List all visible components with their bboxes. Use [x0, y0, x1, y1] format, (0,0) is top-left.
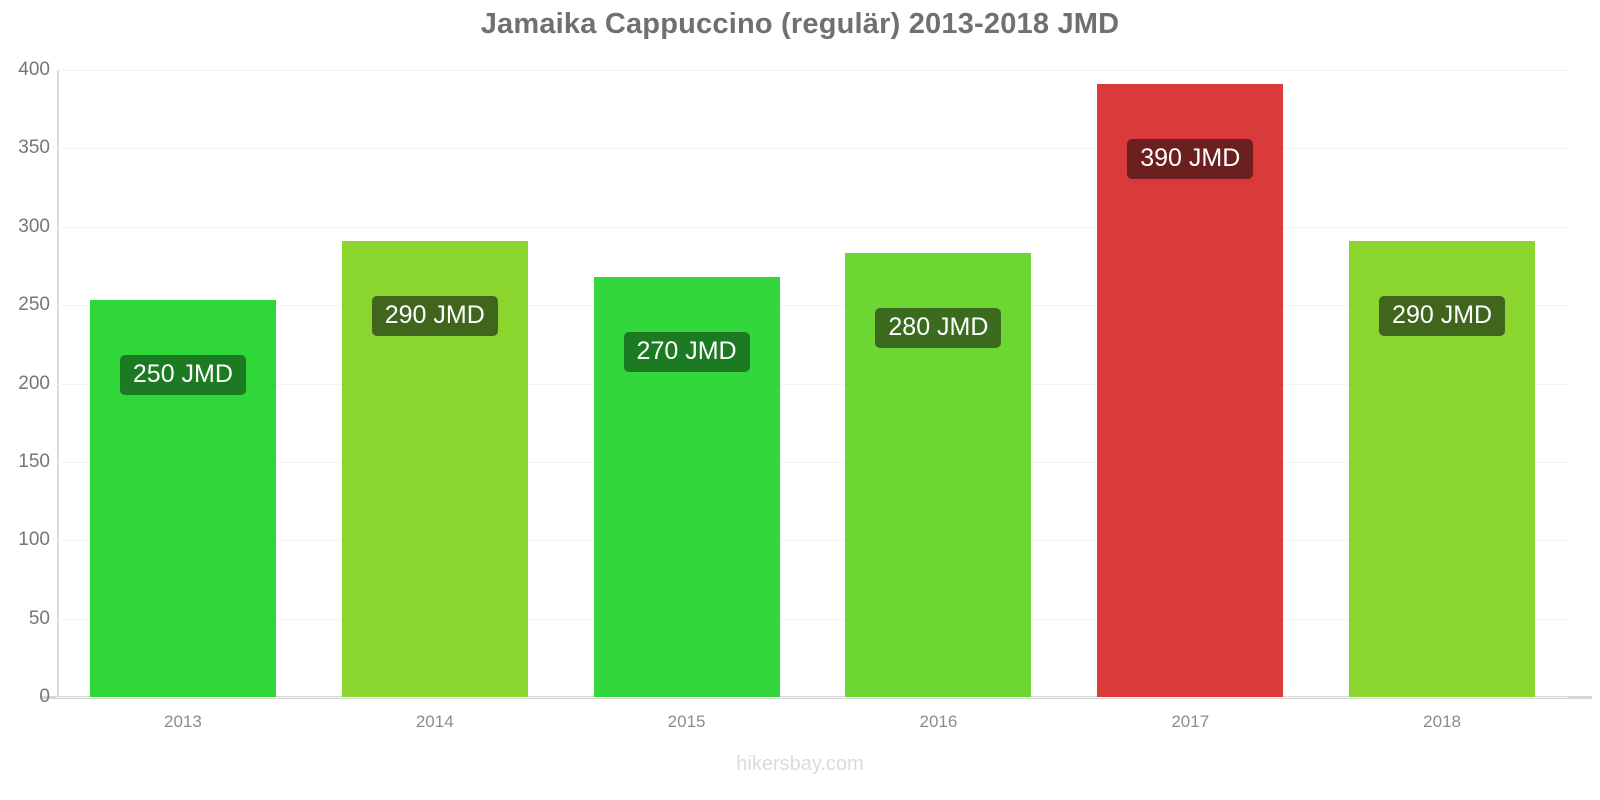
bar[interactable]: 250 JMD: [89, 300, 276, 697]
x-axis-tick-label: 2018: [1423, 712, 1461, 731]
bar[interactable]: 390 JMD: [1097, 84, 1284, 697]
y-axis-tick-label: 100: [18, 529, 50, 551]
bar-value-label: 390 JMD: [1127, 138, 1254, 180]
gridline: [57, 697, 1568, 698]
y-axis-tick-label: 150: [18, 450, 50, 472]
bar-value-label: 250 JMD: [119, 355, 246, 396]
y-axis-tick-label: 300: [18, 215, 50, 237]
bar-value-label: 290 JMD: [371, 295, 498, 336]
gridline: [57, 618, 1568, 620]
x-axis-tick-label: 2016: [919, 712, 958, 731]
x-axis-tick-label: 2014: [415, 712, 454, 731]
y-axis-tick-label: 400: [18, 59, 50, 80]
gridline: [57, 305, 1568, 307]
gridline: [57, 383, 1568, 385]
y-axis-tick-label: 250: [18, 294, 50, 316]
bar-value-label: 280 JMD: [875, 308, 1002, 349]
gridline: [57, 226, 1568, 228]
x-axis-tick-label: 2017: [1171, 712, 1210, 731]
gridline: [57, 70, 1568, 71]
bar[interactable]: 270 JMD: [593, 276, 780, 697]
gridline: [57, 461, 1568, 463]
bar[interactable]: 290 JMD: [1349, 240, 1536, 697]
bar[interactable]: 290 JMD: [341, 240, 528, 697]
plot-area: 250 JMD 290 JMD 270 JMD 280 JMD 390 JMD 290 J…: [57, 70, 1568, 698]
x-axis-tick-label: 2015: [667, 712, 706, 731]
y-axis-tick-label: 50: [28, 607, 50, 629]
bar-value-label: 290 JMD: [1379, 295, 1506, 336]
x-axis-tick-label: 2013: [163, 712, 202, 731]
footer-source: hikersbay.com: [736, 753, 864, 775]
gridline: [57, 540, 1568, 542]
y-axis-tick-label: 350: [18, 137, 50, 159]
y-axis-tick-label: 200: [18, 372, 50, 394]
bar[interactable]: 280 JMD: [845, 253, 1032, 697]
gridline: [57, 148, 1568, 150]
chart-title: Jamaika Cappuccino (regulär) 2013-2018 J…: [480, 8, 1120, 40]
bar-value-label: 270 JMD: [623, 331, 750, 372]
y-axis-tick-label: 0: [39, 686, 50, 707]
